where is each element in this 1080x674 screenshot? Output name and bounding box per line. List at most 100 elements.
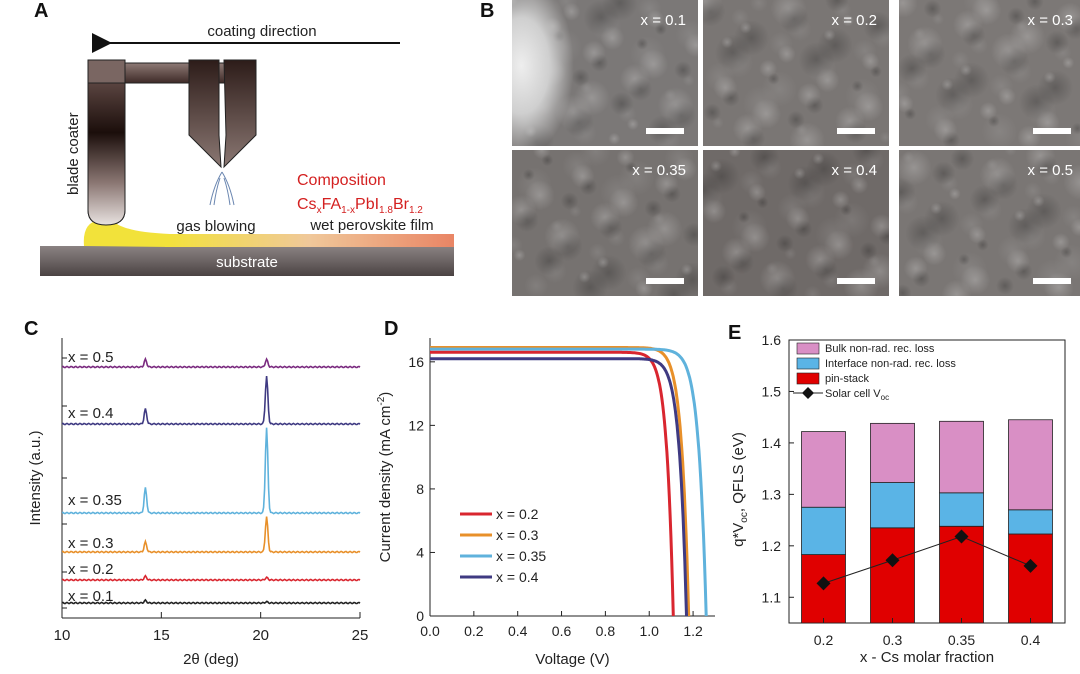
xrd-series-line — [61, 427, 361, 515]
x-axis-title: Voltage (V) — [535, 651, 609, 668]
bar-segment — [939, 420, 984, 494]
voc-qfls-chart: 1.1 1.2 1.3 1.4 1.5 1.6 0.2 0.3 0.35 0.4 x - Cs mo… — [730, 332, 1066, 666]
sem-image-6: x = 0.5 — [899, 150, 1080, 296]
sem-image-grid: x = 0.1 x = 0.2 x = 0.3 x = 0.35 x = 0.4 x = … — [512, 0, 1080, 298]
x-tick-label: 0.3 — [883, 632, 903, 648]
sem-image-label: x = 0.4 — [831, 162, 877, 179]
x-tick-label: 0.4 — [1021, 632, 1041, 648]
x-tick-label: 0.35 — [948, 632, 975, 648]
voc-marker — [1023, 558, 1038, 573]
composition-title: Composition — [297, 172, 386, 189]
y-tick-label: 1.3 — [762, 486, 782, 502]
xrd-series-label: x = 0.1 — [68, 588, 113, 605]
y-tick-label: 1.6 — [762, 332, 782, 348]
scale-bar — [646, 128, 684, 134]
sem-image-5: x = 0.4 — [703, 150, 889, 296]
panel-label-b: B — [480, 0, 495, 22]
x-tick-label: 1.2 — [683, 623, 703, 639]
xrd-series-label: x = 0.5 — [68, 349, 113, 366]
y-tick-label: 4 — [416, 544, 424, 560]
panel-label-e: E — [728, 322, 742, 344]
bar-segment — [801, 506, 846, 555]
gas-flow-lines — [209, 171, 235, 206]
y-tick-label: 1.4 — [762, 435, 782, 451]
legend-label: Bulk non-rad. rec. loss — [825, 343, 935, 355]
bar-segment — [870, 527, 915, 624]
y-tick-label: 16 — [408, 354, 424, 370]
y-axis-title: Current density (mA cm-2) — [376, 392, 394, 563]
legend-label: x = 0.3 — [496, 527, 539, 543]
wet-film-label: wet perovskite film — [309, 217, 433, 234]
legend-label: Solar cell Voc — [825, 388, 889, 402]
substrate-label: substrate — [216, 254, 278, 271]
x-tick-label: 0.0 — [420, 623, 440, 639]
xrd-series-line — [61, 516, 361, 554]
scale-bar — [1033, 278, 1071, 284]
y-tick-label: 1.2 — [762, 538, 782, 554]
legend-label: x = 0.4 — [496, 569, 539, 585]
legend-label: pin-stack — [825, 373, 870, 385]
sem-image-label: x = 0.5 — [1027, 162, 1073, 179]
bar-segment — [1008, 419, 1053, 511]
scale-bar — [1033, 128, 1071, 134]
sem-image-label: x = 0.2 — [831, 12, 877, 29]
substrate — [40, 246, 454, 276]
voc-line — [823, 536, 1031, 584]
gas-nozzle-right — [223, 59, 257, 169]
legend-label: x = 0.35 — [496, 548, 546, 564]
x-tick-label: 10 — [54, 627, 71, 644]
blade-coater-label: blade coater — [65, 112, 82, 195]
xrd-series-label: x = 0.35 — [68, 492, 122, 509]
x-tick-label: 0.2 — [814, 632, 834, 648]
x-tick-label: 0.8 — [596, 623, 616, 639]
scale-bar — [646, 278, 684, 284]
y-axis-title: Intensity (a.u.) — [27, 430, 44, 525]
bar-segment — [1008, 533, 1053, 624]
xrd-series-line — [61, 356, 361, 369]
y-tick-label: 12 — [408, 417, 424, 433]
gas-nozzle-left — [188, 59, 222, 169]
x-tick-label: 0.4 — [508, 623, 528, 639]
y-tick-label: 0 — [416, 608, 424, 624]
xrd-chart: 10 15 20 25 2θ (deg) Intensity (a.u.) x = 0.5 x… — [27, 338, 368, 668]
gas-blowing-label: gas blowing — [176, 218, 255, 235]
xrd-series-line — [61, 574, 361, 582]
legend-marker — [802, 387, 814, 399]
xrd-series-label: x = 0.3 — [68, 535, 113, 552]
jv-curve — [430, 347, 708, 617]
bar-segment — [939, 492, 984, 527]
scale-bar — [837, 128, 875, 134]
legend-swatch — [796, 342, 820, 355]
y-axis-title: q*Voc, QFLS (eV) — [730, 432, 750, 547]
y-tick-label: 1.5 — [762, 383, 782, 399]
x-axis-title: x - Cs molar fraction — [860, 649, 994, 666]
y-tick-label: 1.1 — [762, 589, 782, 605]
xrd-series-label: x = 0.2 — [68, 561, 113, 578]
coating-direction-label: coating direction — [207, 23, 316, 40]
x-axis-title: 2θ (deg) — [183, 651, 239, 668]
x-tick-label: 20 — [252, 627, 269, 644]
xrd-series-label: x = 0.4 — [68, 405, 113, 422]
composition-formula: CsxFA1-xPbI1.8Br1.2 — [297, 196, 423, 216]
sem-image-label: x = 0.1 — [640, 12, 686, 29]
jv-curve — [430, 357, 688, 617]
voc-marker — [954, 529, 969, 544]
bar-segment — [1008, 509, 1053, 535]
bar-segment — [801, 431, 846, 508]
x-tick-label: 1.0 — [639, 623, 659, 639]
sem-image-1: x = 0.1 — [512, 0, 698, 146]
voc-marker — [816, 576, 831, 591]
sem-image-label: x = 0.3 — [1027, 12, 1073, 29]
x-tick-label: 15 — [153, 627, 170, 644]
x-tick-label: 0.6 — [552, 623, 572, 639]
sem-image-3: x = 0.3 — [899, 0, 1080, 146]
sem-image-2: x = 0.2 — [703, 0, 889, 146]
voc-marker — [885, 553, 900, 568]
legend-swatch — [796, 357, 820, 370]
panel-label-a: A — [34, 0, 49, 22]
legend-label: Interface non-rad. rec. loss — [825, 358, 956, 370]
legend-swatch — [796, 372, 820, 385]
ink-meniscus — [83, 220, 170, 247]
y-tick-label: 8 — [416, 481, 424, 497]
blade-coating-schematic: coating direction blade coater substrate… — [40, 23, 454, 276]
